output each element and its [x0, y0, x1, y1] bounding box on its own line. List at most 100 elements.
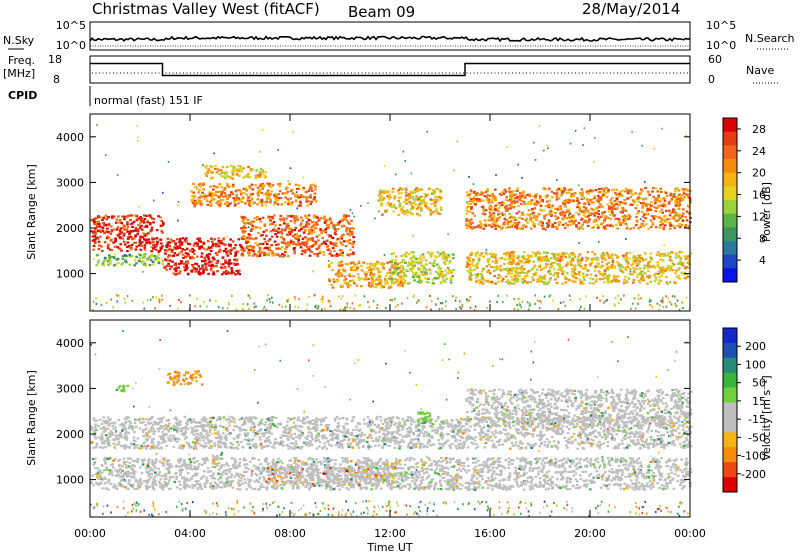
echo-cell [584, 215, 587, 218]
echo-cell [432, 264, 435, 268]
echo-cell [238, 433, 241, 436]
echo-cell [205, 174, 209, 177]
echo-cell [210, 237, 213, 240]
echo-cell [225, 251, 229, 254]
echo-cell [378, 282, 381, 285]
echo-cell [642, 201, 646, 205]
echo-cell [533, 207, 536, 210]
echo-cell [261, 187, 264, 190]
echo-cell [391, 258, 394, 261]
echo-cell [183, 265, 186, 268]
echo-cell [631, 203, 634, 206]
echo-cell [379, 203, 383, 207]
echo-cell [143, 248, 147, 251]
echo-cell [325, 239, 329, 242]
echo-cell [249, 194, 253, 198]
echo-cell [191, 265, 195, 268]
echo-cell [306, 248, 310, 251]
echo-cell [610, 201, 613, 204]
echo-cell [601, 213, 604, 216]
echo-cell [197, 272, 201, 275]
echo-cell [119, 227, 123, 230]
echo-cell [465, 439, 468, 442]
echo-cell [245, 241, 248, 244]
echo-cell [397, 213, 400, 216]
echo-cell [344, 308, 346, 311]
echo-cell [604, 217, 607, 220]
echo-cell [197, 270, 201, 273]
echo-cell [388, 268, 392, 271]
echo-cell [342, 215, 346, 218]
echo-cell [465, 191, 469, 194]
echo-cell [542, 267, 545, 270]
echo-cell [568, 223, 572, 226]
echo-cell [470, 253, 474, 256]
echo-cell [139, 237, 142, 240]
echo-cell [215, 253, 219, 256]
echo-cell [617, 280, 621, 283]
echo-cell [202, 241, 206, 244]
echo-cell [656, 253, 659, 256]
echo-cell [581, 210, 584, 213]
colorbar-swatch [723, 200, 737, 214]
echo-cell [249, 229, 253, 232]
echo-cell [584, 263, 587, 267]
echo-cell [348, 253, 351, 256]
echo-cell [194, 203, 197, 206]
echo-cell [483, 213, 487, 216]
echo-cell [414, 260, 418, 264]
echo-cell [104, 419, 108, 422]
echo-cell [214, 164, 217, 167]
echo-cell [193, 242, 197, 245]
echo-cell [500, 204, 504, 207]
echo-cell [509, 260, 513, 263]
echo-cell [216, 200, 220, 203]
echo-cell [203, 257, 206, 260]
echo-cell [237, 174, 241, 177]
echo-cell [92, 219, 96, 222]
echo-cell [140, 217, 144, 220]
echo-cell [675, 304, 678, 308]
echo-cell [677, 207, 681, 211]
echo-cell [322, 251, 325, 254]
echo-cell [643, 267, 646, 270]
echo-cell [225, 195, 228, 198]
echo-cell [259, 234, 263, 237]
echo-cell [137, 140, 139, 142]
echo-cell [475, 277, 478, 280]
echo-cell [136, 217, 139, 220]
echo-cell [501, 226, 504, 229]
echo-cell [352, 251, 355, 254]
echo-cell [549, 209, 552, 212]
echo-cell [446, 259, 448, 261]
echo-cell [516, 274, 520, 277]
echo-cell [158, 301, 161, 304]
echo-cell [254, 253, 258, 256]
echo-cell [583, 211, 587, 214]
echo-cell [326, 244, 329, 247]
echo-cell [202, 164, 204, 167]
echo-cell [358, 304, 360, 307]
echo-cell [126, 237, 130, 240]
echo-cell [325, 245, 329, 249]
echo-cell [466, 298, 468, 301]
echo-cell [389, 275, 392, 278]
echo-cell [101, 229, 105, 232]
echo-cell [305, 308, 308, 311]
echo-cell [195, 268, 198, 271]
echo-cell [555, 259, 559, 262]
echo-cell [167, 262, 170, 265]
echo-cell [291, 192, 295, 195]
echo-cell [321, 295, 324, 298]
echo-cell [389, 286, 393, 289]
echo-cell [399, 269, 403, 273]
echo-cell [217, 245, 221, 248]
echo-cell [373, 285, 376, 288]
echo-cell [195, 435, 198, 439]
echo-cell [648, 298, 651, 301]
echo-cell [676, 187, 679, 190]
echo-cell [420, 280, 423, 283]
echo-cell [203, 300, 205, 304]
echo-cell [211, 263, 214, 266]
echo-cell [560, 258, 563, 261]
